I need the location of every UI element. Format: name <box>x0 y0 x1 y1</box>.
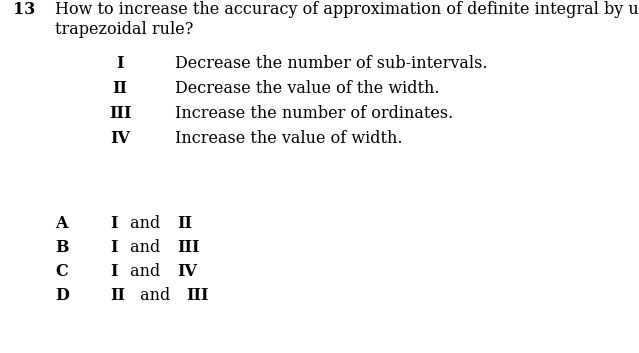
Text: Decrease the number of sub-intervals.: Decrease the number of sub-intervals. <box>175 55 488 72</box>
Text: I: I <box>116 55 124 72</box>
Text: I: I <box>110 263 118 280</box>
Text: IV: IV <box>110 130 130 147</box>
Text: and: and <box>125 239 166 256</box>
Text: Decrease the value of the width.: Decrease the value of the width. <box>175 80 440 97</box>
Text: and: and <box>125 215 166 232</box>
Text: II: II <box>177 215 192 232</box>
Text: III: III <box>177 239 199 256</box>
Text: II: II <box>110 287 125 304</box>
Text: IV: IV <box>177 263 197 280</box>
Text: B: B <box>55 239 68 256</box>
Text: C: C <box>55 263 68 280</box>
Text: D: D <box>55 287 69 304</box>
Text: III: III <box>109 105 131 122</box>
Text: A: A <box>55 215 68 232</box>
Text: and: and <box>125 263 166 280</box>
Text: trapezoidal rule?: trapezoidal rule? <box>55 21 194 38</box>
Text: 13: 13 <box>13 1 35 18</box>
Text: and: and <box>135 287 175 304</box>
Text: II: II <box>112 80 128 97</box>
Text: How to increase the accuracy of approximation of definite integral by using the: How to increase the accuracy of approxim… <box>55 1 639 18</box>
Text: I: I <box>110 239 118 256</box>
Text: Increase the value of width.: Increase the value of width. <box>175 130 403 147</box>
Text: Increase the number of ordinates.: Increase the number of ordinates. <box>175 105 453 122</box>
Text: III: III <box>187 287 209 304</box>
Text: I: I <box>110 215 118 232</box>
